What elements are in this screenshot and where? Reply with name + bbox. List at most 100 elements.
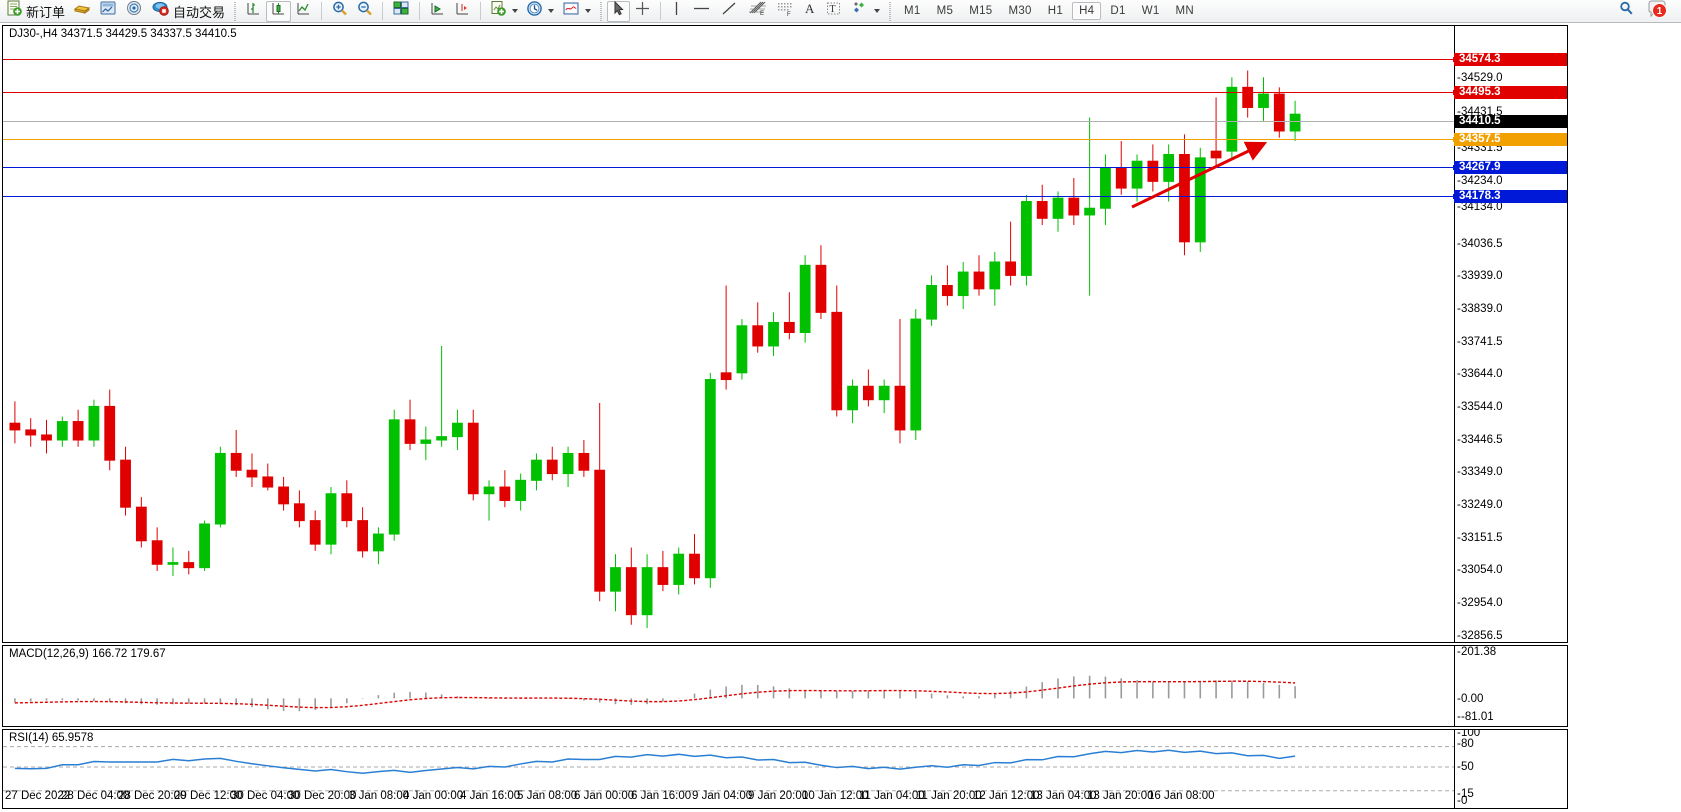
level-line-last-price[interactable] (3, 121, 1455, 122)
timeframe-m1[interactable]: M1 (904, 5, 921, 17)
rsi-label: RSI(14) 65.9578 (9, 732, 94, 744)
price-pane[interactable]: DJ30-,H4 34371.5 34429.5 34337.5 34410.5… (2, 25, 1568, 643)
chevron-down-icon-4[interactable] (874, 9, 881, 13)
new-order-label: 新订单 (26, 4, 66, 20)
level-line-support-2[interactable] (3, 194, 1458, 199)
zoom-out-icon (356, 0, 373, 22)
time-axis-tick: 11 Jan 20:00 (916, 790, 982, 802)
zoom-out-button[interactable] (352, 1, 377, 22)
time-axis-tick: 13 Jan 04:00 (1030, 790, 1097, 802)
timeframe-h1[interactable]: H1 (1047, 5, 1064, 17)
level-line-support-1[interactable] (3, 165, 1458, 170)
price-tag-pivot: 34357.5 (1454, 133, 1567, 146)
price-pane-inner: DJ30-,H4 34371.5 34429.5 34337.5 34410.5… (3, 26, 1567, 642)
price-axis-tick: -33054.0 (1457, 564, 1503, 576)
search-button[interactable] (1614, 1, 1639, 22)
chart-workspace[interactable]: DJ30-,H4 34371.5 34429.5 34337.5 34410.5… (0, 23, 1681, 812)
macd-axis-tick: -201.38 (1457, 646, 1497, 658)
chevron-down-icon[interactable] (512, 9, 519, 13)
vertical-line-button[interactable] (666, 1, 687, 22)
timeframe-d1[interactable]: D1 (1110, 5, 1126, 17)
time-axis-tick: 3 Jan 08:00 (349, 790, 410, 802)
autoscroll-icon (429, 0, 446, 22)
line-chart-icon (295, 0, 312, 22)
objects-button[interactable] (846, 1, 884, 22)
rsi-axis-tick: -15 (1457, 788, 1474, 800)
trendline-icon (720, 0, 739, 22)
period-button[interactable] (522, 1, 558, 22)
svg-text:F: F (787, 12, 791, 17)
text-object-icon: T (825, 0, 842, 22)
timeframe-w1[interactable]: W1 (1141, 5, 1160, 17)
svg-text:T: T (830, 4, 836, 15)
vertical-line-icon (670, 0, 683, 22)
indicators-button[interactable] (486, 1, 522, 22)
toolbar-divider-4 (480, 2, 482, 20)
crosshair-button[interactable] (630, 1, 655, 22)
rsi-pane[interactable]: RSI(14) 65.9578 -100 -80 -50 -15 -0 (2, 729, 1568, 809)
timeframe-m5[interactable]: M5 (936, 5, 954, 17)
templates-button[interactable] (558, 1, 595, 22)
zoom-in-button[interactable] (327, 1, 352, 22)
time-axis-tick: 9 Jan 20:00 (748, 790, 809, 802)
price-tag-resistance-1: 34495.3 (1454, 86, 1567, 99)
toolbar-divider-3 (419, 2, 421, 20)
toolbar-divider-2 (382, 2, 384, 20)
objects-icon (850, 0, 869, 22)
rsi-axis-tick: -50 (1457, 761, 1474, 773)
signals-button[interactable] (121, 1, 147, 22)
macd-axis-tick: -0.00 (1457, 693, 1484, 705)
chevron-down-icon-3[interactable] (585, 9, 592, 13)
autoscroll-button[interactable] (425, 1, 450, 22)
rsi-axis[interactable]: -100 -80 -50 -15 -0 (1454, 730, 1567, 808)
gold-bar-button[interactable] (69, 1, 95, 22)
new-order-icon (6, 0, 23, 22)
chart-shift-button[interactable] (450, 1, 475, 22)
cursor-button[interactable] (607, 0, 631, 22)
rsi-axis-tick: -80 (1457, 738, 1474, 750)
price-axis-tick: -33446.5 (1457, 434, 1503, 446)
macd-pane[interactable]: MACD(12,26,9) 166.72 179.67 -201.38 -0.00… (2, 645, 1568, 727)
horizontal-line-button[interactable] (687, 1, 716, 22)
equidistant-channel-icon: F (775, 0, 795, 22)
rsi-axis-tick: -100 (1457, 730, 1481, 739)
level-line-resistance-2[interactable] (3, 57, 1458, 62)
toolbar-separator-3 (887, 1, 894, 21)
timeframe-mn[interactable]: MN (1175, 5, 1195, 17)
chat-button[interactable]: 1 (1643, 0, 1673, 22)
templates-icon (562, 0, 580, 22)
macd-pane-inner: MACD(12,26,9) 166.72 179.67 -201.38 -0.00… (3, 646, 1567, 726)
autotrading-button[interactable]: 自动交易 (147, 1, 229, 22)
bar-chart-button[interactable] (241, 1, 266, 22)
timeframe-m15[interactable]: M15 (969, 5, 993, 17)
macd-axis-tick: --81.01 (1457, 711, 1494, 723)
signals-icon (125, 0, 143, 22)
tile-windows-button[interactable] (388, 1, 414, 22)
price-axis-tick: -33644.0 (1457, 368, 1503, 380)
macd-axis[interactable]: -201.38 -0.00 --81.01 (1454, 646, 1567, 726)
line-chart-button[interactable] (291, 1, 316, 22)
timeframe-m30[interactable]: M30 (1008, 5, 1032, 17)
toolbar-separator (232, 1, 239, 21)
time-axis-tick: 27 Dec 2022 (5, 790, 71, 802)
text-label-button[interactable]: A (799, 1, 821, 22)
search-icon (1618, 0, 1635, 22)
fibonacci-button[interactable]: E (743, 1, 771, 22)
candlestick-chart-button[interactable] (266, 0, 292, 22)
price-tag-layer: 34574.3 34495.3 34410.5 34357.5 34267.9 34178… (1454, 26, 1567, 642)
new-order-button[interactable]: 新订单 (2, 0, 69, 22)
time-axis[interactable]: 27 Dec 2022 28 Dec 04:00 28 Dec 20:00 29 De… (2, 789, 1568, 807)
timeframe-h4[interactable]: H4 (1072, 2, 1102, 20)
market-watch-button[interactable] (95, 1, 121, 22)
level-line-resistance-1[interactable] (3, 90, 1458, 95)
trendline-button[interactable] (716, 1, 743, 22)
level-line-pivot[interactable] (3, 137, 1458, 142)
text-object-button[interactable]: T (821, 1, 846, 22)
price-axis[interactable]: -34529.0 -34431.5 -34331.5 -34234.0 -34134.0… (1454, 26, 1567, 642)
price-axis-tick: -34331.5 (1457, 142, 1503, 154)
time-axis-tick: 30 Dec 20:00 (288, 790, 357, 802)
chevron-down-icon-2[interactable] (548, 9, 555, 13)
equidistant-channel-button[interactable]: F (771, 1, 799, 22)
rsi-series (3, 746, 1455, 792)
